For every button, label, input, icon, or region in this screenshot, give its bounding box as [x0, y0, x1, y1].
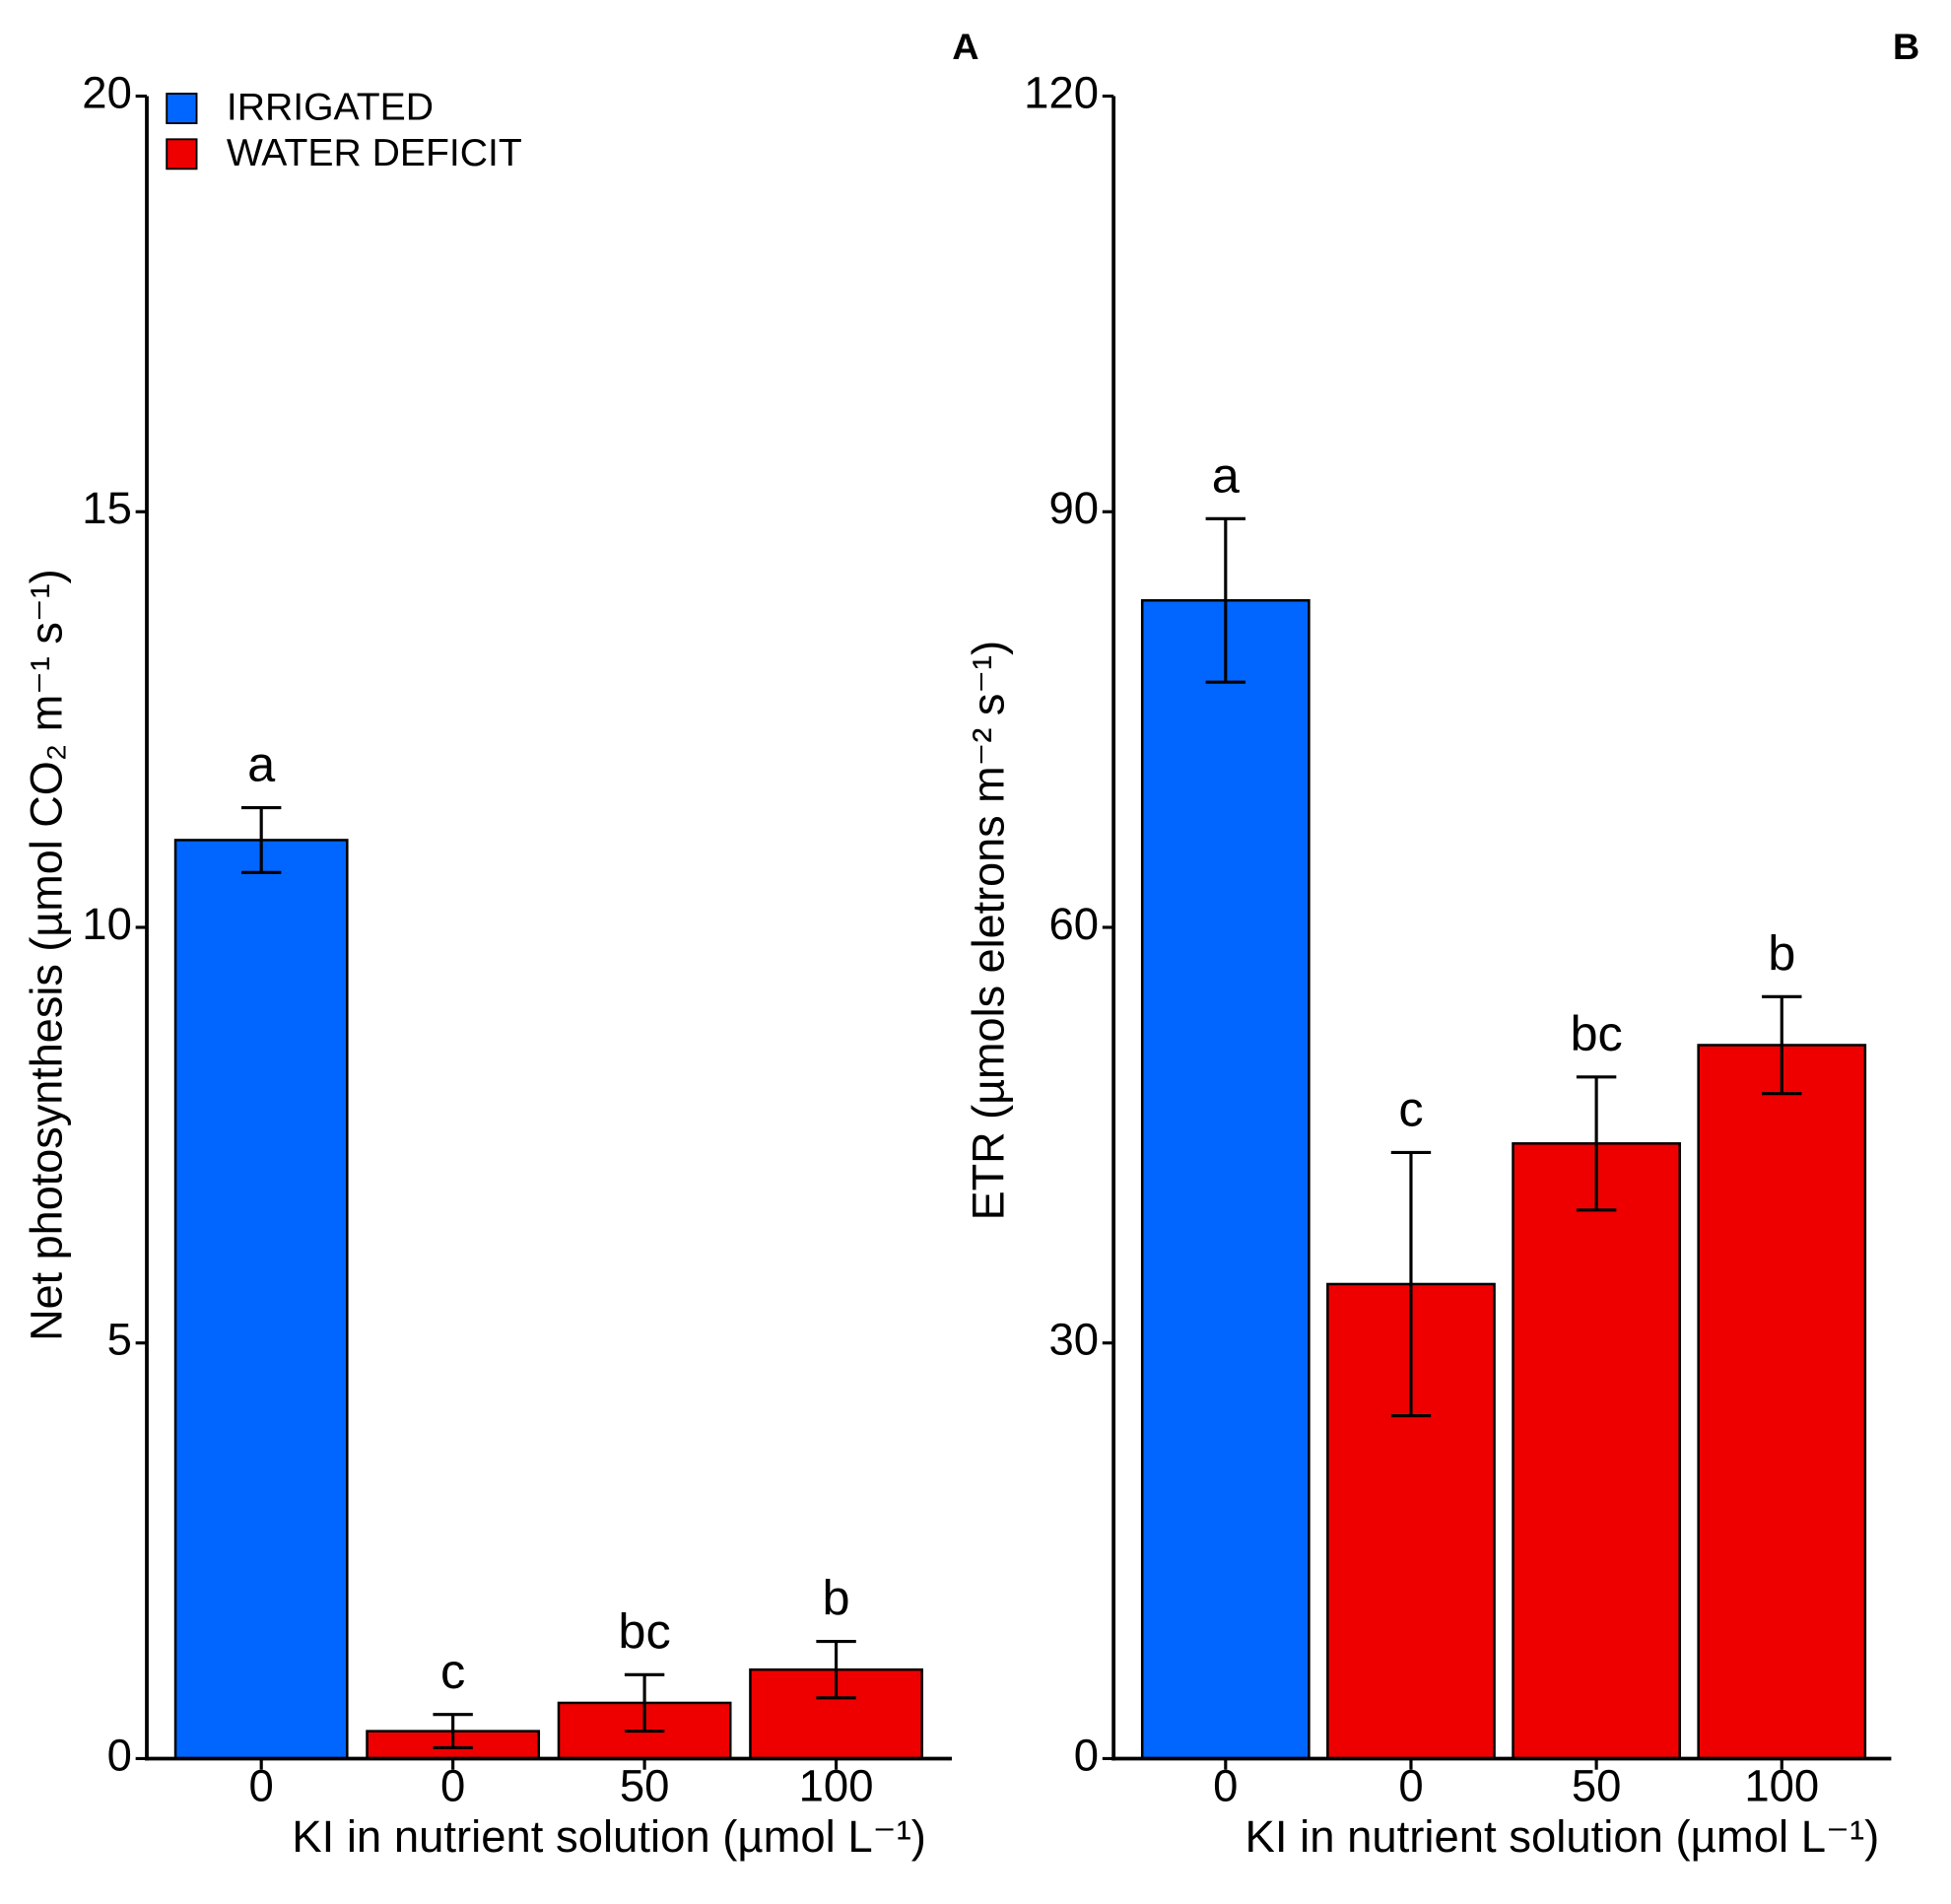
y-axis-title: ETR (µmols eletrons m⁻² s⁻¹) [963, 641, 1013, 1220]
significance-letter: b [1768, 926, 1795, 982]
y-tick-label: 0 [107, 1731, 132, 1781]
error-bar [1762, 994, 1802, 1096]
panel-label: A [952, 26, 978, 67]
x-tick-label: 0 [440, 1761, 465, 1811]
error-bar [433, 1713, 473, 1750]
error-bar [816, 1639, 856, 1700]
legend-label: WATER DEFICIT [227, 132, 522, 174]
y-tick-label: 30 [1048, 1315, 1099, 1365]
x-axis-title: KI in nutrient solution (µmol L⁻¹) [292, 1811, 926, 1862]
y-tick-label: 5 [107, 1315, 132, 1365]
significance-letter: bc [618, 1604, 670, 1660]
significance-letter: a [1212, 448, 1240, 504]
error-bar [1576, 1075, 1617, 1212]
significance-letter: b [823, 1571, 850, 1626]
legend-swatch [166, 138, 198, 170]
x-tick-label: 100 [1744, 1761, 1819, 1811]
error-bar [624, 1672, 665, 1734]
bar [1512, 1142, 1681, 1760]
significance-letter: bc [1570, 1006, 1622, 1061]
y-tick-label: 0 [1074, 1731, 1099, 1781]
error-bar [1390, 1150, 1432, 1418]
x-tick-label: 0 [249, 1761, 274, 1811]
panel-label: B [1893, 26, 1919, 67]
y-tick-label: 20 [82, 68, 132, 118]
bar [1140, 598, 1311, 1760]
y-tick-label: 90 [1048, 483, 1099, 533]
x-axis-title: KI in nutrient solution (µmol L⁻¹) [1245, 1811, 1880, 1862]
y-tick-label: 60 [1048, 899, 1099, 949]
x-tick-label: 0 [1213, 1761, 1238, 1811]
x-tick-label: 50 [1572, 1761, 1622, 1811]
significance-letter: c [1398, 1082, 1423, 1137]
x-tick-label: 100 [799, 1761, 874, 1811]
legend-label: IRRIGATED [227, 87, 434, 129]
bar [173, 839, 349, 1760]
y-tick-label: 120 [1024, 68, 1099, 118]
significance-letter: c [440, 1644, 465, 1699]
bar [1697, 1044, 1867, 1760]
error-bar [1205, 516, 1246, 684]
y-axis-title: Net photosynthesis (µmol CO₂ m⁻¹ s⁻¹) [21, 569, 71, 1341]
x-tick-label: 50 [620, 1761, 670, 1811]
y-tick-label: 10 [82, 899, 132, 949]
legend-swatch [166, 93, 198, 124]
significance-letter: a [247, 737, 275, 792]
y-tick-label: 15 [82, 483, 132, 533]
error-bar [240, 805, 282, 874]
x-tick-label: 0 [1398, 1761, 1423, 1811]
